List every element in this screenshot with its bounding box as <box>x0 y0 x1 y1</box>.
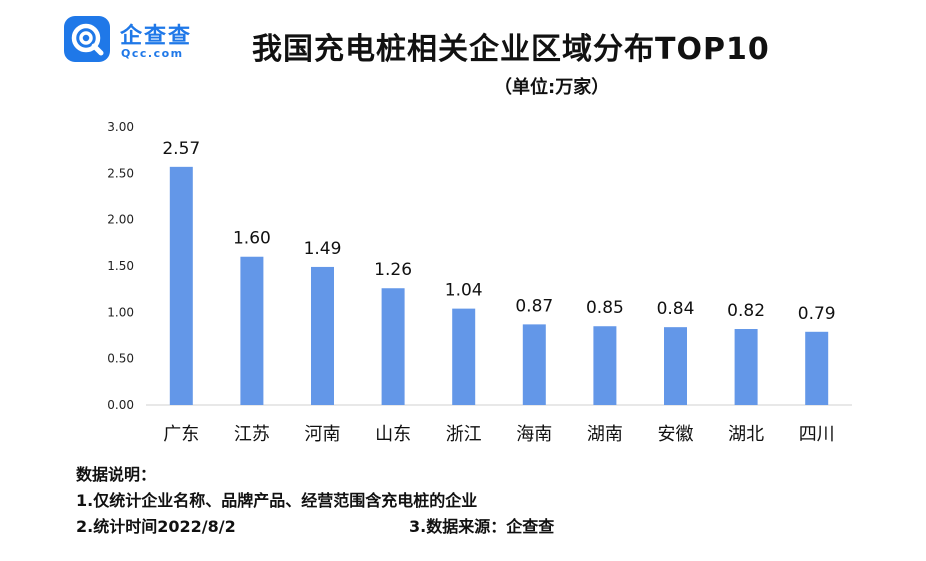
magnifier-q-icon <box>64 16 110 62</box>
logo-name-cn: 企查查 <box>120 24 193 49</box>
y-tick-label: 0.50 <box>107 352 134 366</box>
bar <box>311 266 334 405</box>
bar <box>240 256 264 405</box>
x-tick-label: 海南 <box>516 424 552 445</box>
notes-heading: 数据说明： <box>76 465 157 484</box>
logo: 企查查 Qcc.com <box>64 16 214 68</box>
bar <box>381 288 405 405</box>
data-label: 0.84 <box>657 299 695 319</box>
bar <box>805 331 829 405</box>
y-axis-ticks: 0.00 0.50 1.00 1.50 2.00 2.50 3.00 <box>107 120 134 412</box>
data-label: 1.60 <box>233 229 271 249</box>
bar <box>664 327 687 405</box>
data-label: 1.04 <box>445 281 483 301</box>
bar <box>169 166 193 405</box>
bar <box>593 326 617 405</box>
bar <box>734 329 758 405</box>
data-notes: 数据说明： 1.仅统计企业名称、品牌产品、经营范围含充电桩的企业 2.统计时间2… <box>76 462 896 540</box>
y-tick-label: 1.50 <box>107 259 134 273</box>
x-tick-label: 广东 <box>163 424 199 445</box>
logo-name-en: Qcc.com <box>121 47 184 60</box>
chart-title: 我国充电桩相关企业区域分布TOP10 <box>252 32 770 67</box>
data-label: 0.79 <box>798 304 836 324</box>
data-label: 1.49 <box>304 239 342 259</box>
bar <box>452 308 476 405</box>
x-tick-label: 安徽 <box>658 424 694 445</box>
x-tick-label: 浙江 <box>446 424 482 445</box>
bar <box>522 324 546 405</box>
x-axis-ticks: 广东 江苏 河南 山东 浙江 海南 湖南 安徽 湖北 四川 <box>163 424 834 445</box>
x-tick-label: 江苏 <box>234 424 270 445</box>
note-line-2: 2.统计时间2022/8/2 <box>76 517 236 536</box>
data-label: 0.87 <box>515 296 553 316</box>
note-line-1: 1.仅统计企业名称、品牌产品、经营范围含充电桩的企业 <box>76 491 478 510</box>
x-tick-label: 河南 <box>305 424 341 445</box>
data-labels: 2.57 1.60 1.49 1.26 1.04 0.87 0.85 0.84 0.82 0.79 <box>162 139 835 324</box>
bar-chart: 0.00 0.50 1.00 1.50 2.00 2.50 3.00 2.57 1.60 1.4… <box>107 120 852 445</box>
y-tick-label: 2.50 <box>107 166 134 180</box>
note-source: 3.数据来源：企查查 <box>409 517 555 536</box>
bars <box>169 166 829 405</box>
x-tick-label: 山东 <box>375 424 411 445</box>
x-tick-label: 四川 <box>799 424 835 445</box>
y-tick-label: 3.00 <box>107 120 134 134</box>
data-label: 0.82 <box>727 301 765 321</box>
y-tick-label: 2.00 <box>107 213 134 227</box>
chart-unit: （单位:万家） <box>494 77 610 98</box>
x-tick-label: 湖南 <box>587 424 623 445</box>
data-label: 0.85 <box>586 298 624 318</box>
y-tick-label: 0.00 <box>107 398 134 412</box>
x-tick-label: 湖北 <box>728 424 764 445</box>
data-label: 2.57 <box>162 139 200 159</box>
y-tick-label: 1.00 <box>107 305 134 319</box>
data-label: 1.26 <box>374 260 412 280</box>
